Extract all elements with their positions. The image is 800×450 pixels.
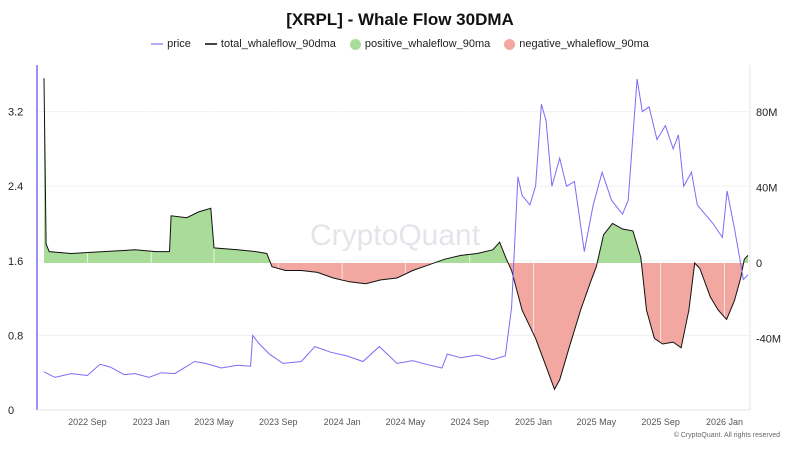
x-tick-label: 2024 Jan bbox=[324, 417, 361, 427]
x-tick-label: 2023 May bbox=[194, 417, 234, 427]
x-tick-label: 2025 Jan bbox=[515, 417, 552, 427]
chart-title: [XRPL] - Whale Flow 30DMA bbox=[286, 10, 514, 29]
x-tick-label: 2026 Jan bbox=[706, 417, 743, 427]
legend-label: total_whaleflow_90dma bbox=[220, 38, 336, 50]
x-tick-label: 2024 Sep bbox=[450, 417, 489, 427]
legend-label: negative_whaleflow_90ma bbox=[519, 38, 649, 50]
negative-dot-icon bbox=[504, 38, 516, 50]
legend-item-positive[interactable]: positive_whaleflow_90ma bbox=[349, 38, 491, 50]
legend-item-negative[interactable]: negative_whaleflow_90ma bbox=[504, 38, 649, 50]
y-right-tick-label: 40M bbox=[756, 183, 777, 195]
legend-item-total[interactable]: total_whaleflow_90dma bbox=[204, 38, 336, 50]
legend-label: price bbox=[167, 38, 191, 50]
total-whaleflow-line bbox=[43, 78, 749, 391]
legend-item-price[interactable]: price bbox=[151, 38, 191, 50]
y-left-tick-label: 0.8 bbox=[8, 330, 23, 342]
x-tick-label: 2022 Sep bbox=[68, 417, 107, 427]
y-left-tick-label: 0 bbox=[8, 405, 14, 417]
x-tick-label: 2024 May bbox=[386, 417, 426, 427]
price-line-icon bbox=[151, 43, 164, 45]
y-left-tick-label: 1.6 bbox=[8, 256, 23, 268]
x-tick-label: 2025 Sep bbox=[641, 417, 680, 427]
total-line-icon bbox=[204, 43, 217, 45]
watermark: CryptoQuant bbox=[310, 219, 481, 252]
legend: price total_whaleflow_90dma positive_wha… bbox=[0, 38, 800, 50]
price-line bbox=[43, 78, 749, 378]
x-tick-label: 2023 Sep bbox=[259, 417, 298, 427]
y-right-tick-label: 80M bbox=[756, 107, 777, 119]
negative-area bbox=[44, 262, 748, 390]
y-left-tick-label: 3.2 bbox=[8, 107, 23, 119]
positive-dot-icon bbox=[349, 38, 361, 50]
x-tick-label: 2025 May bbox=[577, 417, 617, 427]
y-left-tick-label: 2.4 bbox=[8, 181, 23, 193]
y-right-tick-label: -40M bbox=[756, 333, 781, 345]
legend-label: positive_whaleflow_90ma bbox=[364, 38, 491, 50]
copyright: © CryptoQuant. All rights reserved bbox=[673, 432, 780, 439]
y-right-tick-label: 0 bbox=[756, 258, 762, 270]
x-tick-label: 2023 Jan bbox=[133, 417, 170, 427]
